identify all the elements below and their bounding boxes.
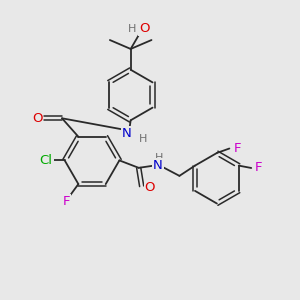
Text: O: O [145, 181, 155, 194]
Text: F: F [255, 161, 263, 175]
Text: N: N [122, 127, 132, 140]
Text: F: F [63, 195, 70, 208]
Text: F: F [233, 142, 241, 155]
Text: O: O [140, 22, 150, 35]
Text: Cl: Cl [40, 154, 52, 167]
Text: H: H [128, 24, 136, 34]
Text: H: H [138, 134, 147, 144]
Text: O: O [32, 112, 42, 125]
Text: H: H [155, 153, 164, 163]
Text: N: N [153, 159, 163, 172]
